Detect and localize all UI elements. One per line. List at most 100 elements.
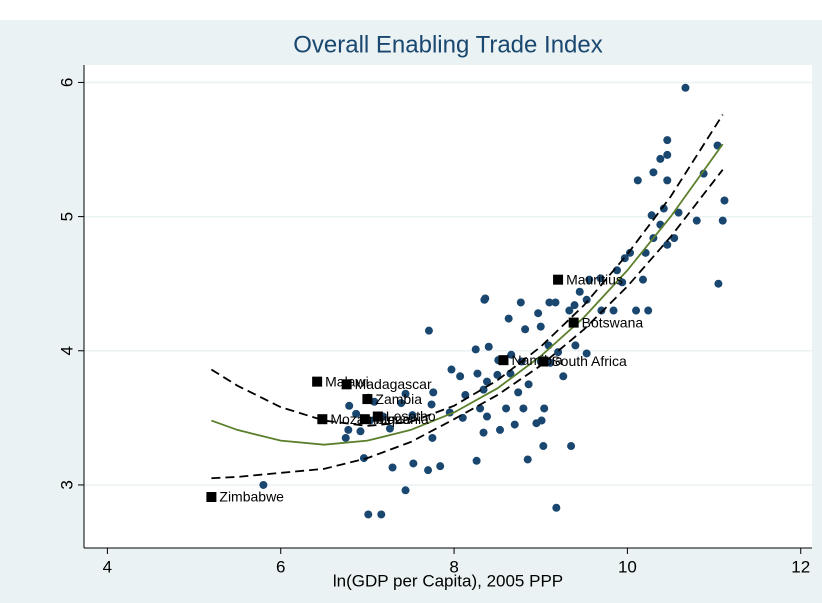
point [473, 369, 482, 378]
point [585, 275, 594, 284]
point [259, 480, 268, 489]
point [472, 456, 481, 465]
labeled-point [498, 355, 509, 366]
point [493, 370, 502, 379]
point [341, 433, 350, 442]
labeled-point [568, 317, 579, 328]
point [644, 306, 653, 315]
point [571, 341, 580, 350]
fit-line [211, 143, 724, 446]
point [674, 208, 683, 217]
x-tick-label: 12 [791, 557, 810, 576]
point [582, 295, 591, 304]
point [632, 306, 641, 315]
point [344, 425, 353, 434]
point [483, 377, 491, 386]
point [663, 176, 672, 185]
labeled-point [341, 379, 352, 390]
point [456, 372, 465, 381]
point [429, 388, 438, 397]
point-label: Lesotho [386, 408, 436, 424]
point [536, 322, 545, 331]
point [510, 420, 519, 429]
point [692, 216, 701, 225]
point [618, 278, 627, 287]
x-axis-title: ln(GDP per Capita), 2005 PPP [333, 571, 563, 590]
point [663, 150, 672, 159]
point [582, 349, 591, 358]
point [352, 409, 361, 418]
point [570, 301, 579, 310]
point [609, 306, 618, 315]
point [524, 380, 533, 389]
point [551, 298, 560, 307]
y-tick-label: 3 [57, 480, 76, 489]
point [720, 196, 729, 205]
point [532, 419, 541, 428]
point [484, 342, 493, 351]
point [514, 388, 523, 397]
point [714, 279, 723, 288]
point [480, 295, 489, 304]
ci-lower-line [211, 169, 724, 480]
point [427, 400, 436, 409]
point [565, 306, 574, 315]
labeled-point [372, 411, 383, 422]
point-label: Mozambique [330, 411, 410, 427]
point [428, 433, 437, 442]
point [401, 486, 410, 495]
point [681, 83, 690, 92]
ci-upper-line [210, 114, 724, 427]
point [483, 412, 491, 421]
point [424, 466, 433, 475]
x-tick-label: 10 [618, 557, 637, 576]
point [479, 428, 488, 437]
labeled-point [206, 492, 217, 503]
point [385, 424, 394, 433]
point [633, 176, 642, 185]
point [502, 404, 511, 413]
point [659, 204, 668, 213]
point [699, 169, 708, 178]
chart-title: Overall Enabling Trade Index [293, 31, 603, 58]
point [388, 463, 397, 472]
x-tick-label: 8 [449, 557, 458, 576]
point [447, 365, 456, 374]
point [626, 248, 634, 257]
point [364, 510, 373, 519]
point [436, 462, 445, 471]
point [356, 427, 365, 436]
point [397, 399, 406, 408]
point [424, 326, 433, 335]
point [567, 442, 576, 451]
point [409, 459, 418, 468]
point-label: Zimbabwe [219, 489, 284, 505]
point [718, 216, 727, 225]
point [408, 411, 417, 420]
point-label: Botswana [582, 314, 644, 330]
point [534, 309, 543, 318]
point-label: Namibia [511, 352, 563, 368]
labeled-point [312, 376, 323, 387]
point [540, 404, 549, 413]
x-tick-label: 6 [276, 557, 285, 576]
labeled-point [553, 274, 564, 285]
point [496, 425, 504, 434]
point [545, 298, 554, 307]
point [521, 325, 530, 334]
point [504, 314, 513, 323]
x-tick-label: 4 [103, 557, 112, 576]
y-tick-label: 5 [57, 212, 76, 221]
point [597, 306, 606, 315]
point [471, 345, 480, 354]
point-label: Tanzania [373, 411, 429, 427]
point-label: Madagascar [355, 376, 432, 392]
point [377, 510, 386, 519]
y-tick-label: 4 [57, 346, 76, 355]
point [649, 168, 658, 177]
point [345, 401, 354, 410]
point [507, 350, 516, 359]
point [596, 274, 605, 283]
point [519, 404, 528, 413]
